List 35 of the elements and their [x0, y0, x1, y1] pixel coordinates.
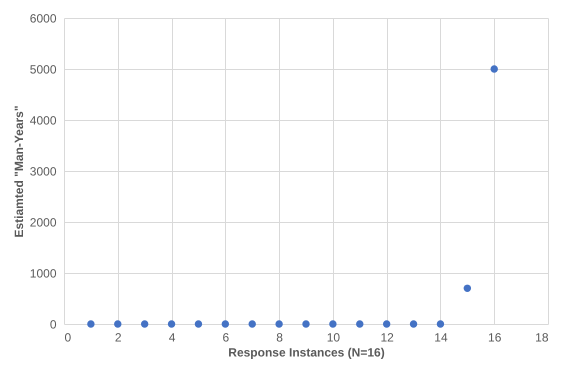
point: [464, 284, 472, 292]
y-tick-label: 5000: [30, 62, 57, 76]
point: [436, 320, 444, 328]
y-tick-label: 4000: [30, 114, 57, 128]
x-tick-label: 12: [380, 330, 394, 344]
point: [248, 320, 256, 328]
y-tick-label: 6000: [30, 12, 57, 26]
point: [410, 320, 418, 328]
x-tick-label: 6: [222, 330, 230, 344]
point: [168, 320, 176, 328]
y-tick-label: 3000: [30, 164, 57, 178]
point: [275, 320, 283, 328]
y-tick-label: 2000: [30, 216, 57, 230]
point: [329, 320, 337, 328]
point: [194, 320, 202, 328]
x-tick-label: 18: [535, 330, 549, 344]
point: [140, 320, 148, 328]
point: [114, 320, 122, 328]
x-tick-label: 4: [168, 330, 176, 344]
point: [222, 320, 230, 328]
x-tick-label: 16: [488, 330, 502, 344]
x-tick-label: 8: [276, 330, 284, 344]
point: [382, 320, 390, 328]
x-axis-title: Response Instances (N=16): [228, 346, 385, 360]
point: [302, 320, 310, 328]
y-tick-label: 1000: [30, 266, 57, 280]
y-axis-title: Estiamted "Man-Years": [12, 105, 26, 238]
x-tick-label: 14: [434, 330, 448, 344]
point: [356, 320, 364, 328]
x-tick-label: 10: [326, 330, 340, 344]
point: [87, 320, 95, 328]
point: [490, 65, 498, 73]
y-tick-label: 0: [50, 318, 57, 332]
x-tick-label: 2: [114, 330, 122, 344]
x-tick-label: 0: [64, 330, 72, 344]
